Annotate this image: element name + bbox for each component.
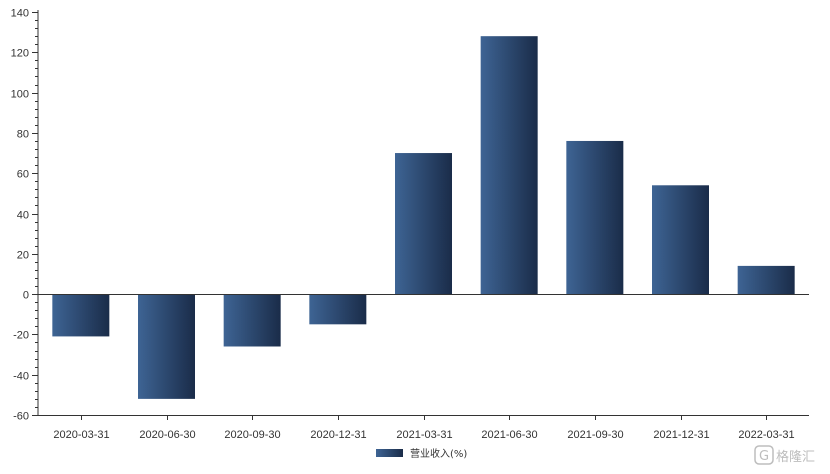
x-tick-label: 2021-09-30: [567, 429, 623, 441]
y-axis: -60 -40 -20 0 20 40 60 80 100 120 140: [11, 8, 39, 423]
watermark: G 格隆汇: [754, 445, 815, 465]
bar: [138, 294, 195, 399]
y-tick-label: 20: [17, 250, 29, 262]
bar: [52, 294, 110, 337]
x-tick-label: 2021-12-31: [653, 429, 709, 441]
y-tick-label: -20: [13, 330, 29, 342]
y-tick-label: -40: [13, 371, 29, 383]
bar: [480, 36, 538, 295]
x-tick-label: 2022-03-31: [738, 429, 794, 441]
bars: [38, 36, 809, 399]
bar: [652, 185, 709, 295]
x-tick-label: 2020-06-30: [139, 429, 195, 441]
y-tick-label: -60: [13, 411, 29, 423]
y-tick-label: 100: [11, 89, 29, 101]
y-tick-label: 60: [17, 169, 29, 181]
bar: [223, 294, 281, 347]
y-tick-label: 140: [11, 8, 29, 20]
watermark-text: 格隆汇: [776, 449, 815, 465]
x-tick-label: 2021-06-30: [481, 429, 537, 441]
legend-label: 营业收入(%): [410, 447, 467, 460]
bar: [309, 294, 367, 325]
y-tick-label: 80: [17, 129, 29, 141]
x-tick-label: 2020-09-30: [224, 429, 280, 441]
watermark-logo-icon: [754, 445, 774, 465]
x-axis: 2020-03-31 2020-06-30 2020-09-30 2020-12-31…: [38, 415, 809, 441]
bar: [566, 140, 624, 295]
y-tick-label: 120: [11, 48, 29, 60]
legend: 营业收入(%): [376, 447, 467, 460]
bar: [395, 153, 452, 295]
x-tick-label: 2020-03-31: [53, 429, 109, 441]
y-tick-label: 0: [23, 290, 29, 302]
y-tick-label: 40: [17, 210, 29, 222]
x-tick-label: 2021-03-31: [396, 429, 452, 441]
legend-swatch: [376, 449, 403, 457]
x-tick-label: 2020-12-31: [310, 429, 366, 441]
bar: [737, 265, 795, 295]
watermark-logo-letter: G: [759, 449, 769, 464]
